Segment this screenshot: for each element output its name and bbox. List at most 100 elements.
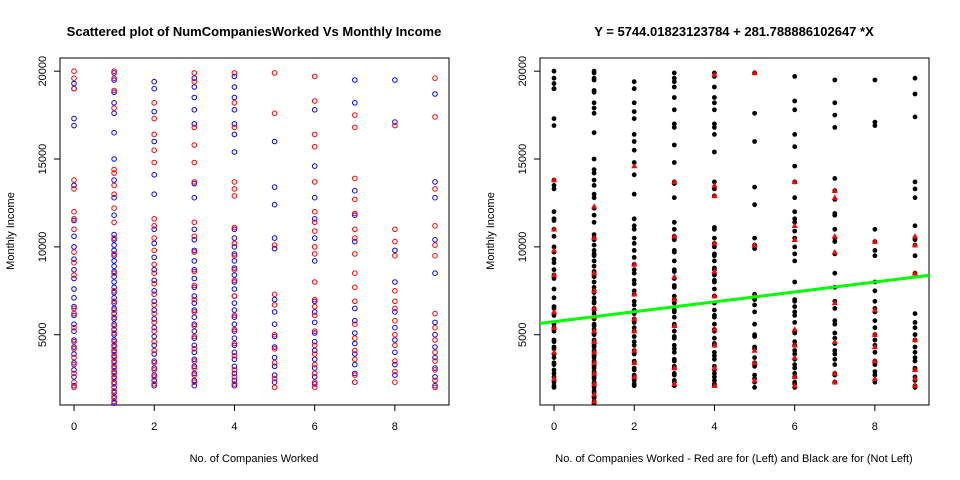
red-triangle-point xyxy=(631,373,638,380)
blue-data-point xyxy=(71,344,77,350)
black-data-point xyxy=(591,376,597,381)
red-data-point xyxy=(191,296,198,303)
red-data-point xyxy=(352,226,358,233)
blue-data-point xyxy=(231,314,238,321)
red-data-point xyxy=(271,360,278,366)
black-data-point xyxy=(832,318,838,324)
red-triangle-point xyxy=(751,359,758,366)
black-data-point xyxy=(872,253,878,259)
blue-data-point xyxy=(111,89,117,96)
black-data-point xyxy=(671,95,677,100)
red-data-point xyxy=(432,114,438,120)
red-data-point xyxy=(191,159,198,166)
red-triangle-point xyxy=(631,261,638,267)
left-x-tick-label: 0 xyxy=(71,421,77,433)
black-data-point xyxy=(671,160,677,165)
red-data-point xyxy=(151,216,157,222)
red-triangle-point xyxy=(551,349,558,355)
black-data-point xyxy=(752,202,757,208)
red-data-point xyxy=(111,360,117,366)
red-triangle-point xyxy=(591,287,598,293)
red-triangle-point xyxy=(591,328,598,334)
black-data-point xyxy=(712,277,717,283)
black-data-point xyxy=(631,367,637,373)
red-data-point xyxy=(111,307,117,313)
red-data-point xyxy=(352,379,358,386)
blue-data-point xyxy=(71,217,77,224)
right-x-tick-label: 6 xyxy=(792,421,798,433)
blue-data-point xyxy=(71,286,77,292)
black-data-point xyxy=(671,372,677,378)
red-triangle-point xyxy=(791,382,798,388)
red-data-point xyxy=(231,100,238,106)
red-data-point xyxy=(311,328,318,335)
blue-data-point xyxy=(71,312,77,319)
black-data-point xyxy=(752,246,757,252)
black-data-point xyxy=(591,248,597,253)
black-data-point xyxy=(712,313,717,318)
black-data-point xyxy=(551,362,557,367)
red-data-point xyxy=(392,368,398,375)
blue-data-point xyxy=(151,78,157,85)
red-data-point xyxy=(311,143,318,150)
blue-data-point xyxy=(111,321,117,328)
black-data-point xyxy=(832,335,838,341)
blue-data-point xyxy=(352,351,358,357)
red-triangle-point xyxy=(831,187,838,193)
left-chart-title: Scattered plot of NumCompaniesWorked Vs … xyxy=(67,24,442,39)
right-y-tick-label: 10000 xyxy=(517,232,529,263)
black-data-point xyxy=(712,107,717,113)
black-data-point xyxy=(912,332,918,338)
red-data-point xyxy=(151,328,157,335)
red-data-point xyxy=(432,384,438,391)
black-data-point xyxy=(792,209,798,215)
black-data-point xyxy=(591,298,597,304)
red-data-point xyxy=(111,365,117,371)
black-data-point xyxy=(712,100,717,106)
black-data-point xyxy=(631,325,637,331)
blue-data-point xyxy=(151,365,157,371)
red-data-point xyxy=(71,75,77,81)
black-data-point xyxy=(591,177,597,183)
red-data-point xyxy=(111,182,117,189)
black-data-point xyxy=(551,346,557,352)
red-data-point xyxy=(271,384,278,391)
black-data-point xyxy=(591,156,597,162)
left-plot-frame xyxy=(59,57,450,406)
black-data-point xyxy=(671,328,677,334)
red-triangle-point xyxy=(671,178,678,185)
black-data-point xyxy=(591,219,597,225)
black-data-point xyxy=(631,241,637,246)
black-data-point xyxy=(551,86,557,92)
black-data-point xyxy=(671,349,677,355)
black-data-point xyxy=(591,279,597,285)
blue-data-point xyxy=(71,328,77,335)
blue-data-point xyxy=(271,184,278,190)
black-data-point xyxy=(872,362,878,367)
blue-data-point xyxy=(71,115,77,122)
red-triangle-point xyxy=(591,391,598,397)
blue-data-point xyxy=(432,354,438,361)
black-data-point xyxy=(752,110,757,116)
blue-data-point xyxy=(111,358,117,364)
red-triangle-point xyxy=(831,233,838,239)
red-data-point xyxy=(71,226,77,233)
red-data-point xyxy=(71,361,77,368)
red-triangle-point xyxy=(871,343,878,350)
black-data-point xyxy=(872,318,878,324)
red-triangle-point xyxy=(871,238,878,244)
black-data-point xyxy=(631,235,637,241)
red-triangle-point xyxy=(831,248,838,255)
red-data-point xyxy=(311,303,318,310)
red-triangle-point xyxy=(831,370,838,376)
blue-data-point xyxy=(151,138,157,145)
black-data-point xyxy=(551,367,557,373)
red-data-point xyxy=(352,372,358,378)
blue-data-point xyxy=(151,333,157,340)
blue-data-point xyxy=(231,328,238,335)
red-data-point xyxy=(111,251,117,257)
blue-data-point xyxy=(151,358,157,364)
red-data-point xyxy=(111,170,117,176)
red-data-point xyxy=(71,68,77,74)
